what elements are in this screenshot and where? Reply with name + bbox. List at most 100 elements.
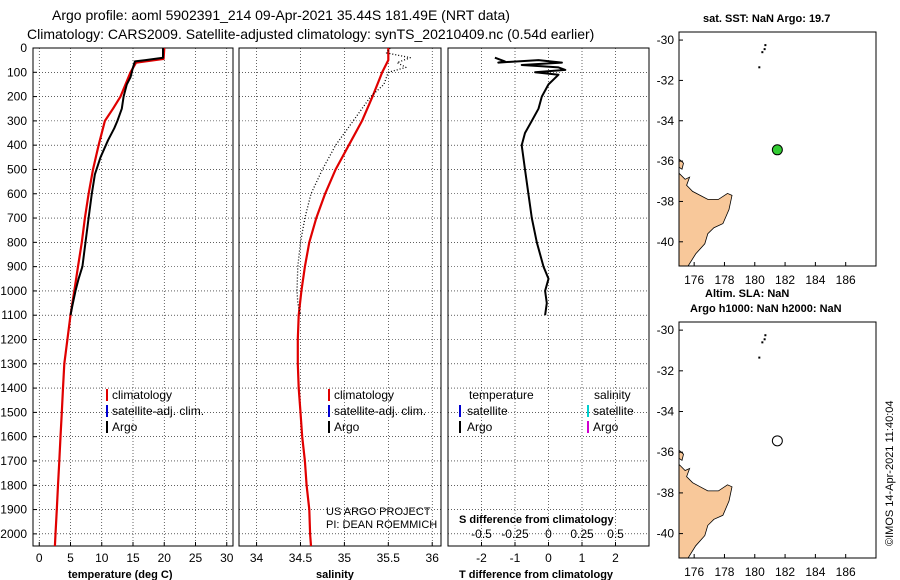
lon-tick-label: 176 bbox=[684, 273, 704, 287]
lat-tick-label: -40 bbox=[657, 527, 675, 541]
series-argo bbox=[296, 47, 411, 316]
lat-tick-label: -30 bbox=[657, 33, 675, 47]
lon-tick-label: 182 bbox=[775, 273, 795, 287]
lon-tick-label: 184 bbox=[805, 273, 825, 287]
lon-tick-label: 178 bbox=[714, 565, 734, 579]
island-dot bbox=[763, 48, 766, 51]
island-markers bbox=[758, 334, 767, 359]
series-climatology bbox=[296, 48, 390, 547]
lat-tick-label: -36 bbox=[657, 154, 675, 168]
difference-s-ticks: -0.5 -0.25 0 0.25 0.5 bbox=[471, 527, 624, 546]
land-new-zealand bbox=[678, 158, 733, 267]
x-tick-label: 25 bbox=[189, 551, 203, 565]
salinity-x-label: salinity bbox=[316, 569, 355, 580]
lon-tick-label: 184 bbox=[805, 565, 825, 579]
series-t-difference-argo- bbox=[494, 56, 567, 316]
depth-tick-label: 2000 bbox=[0, 527, 27, 541]
temperature-series bbox=[53, 47, 166, 547]
difference-x-ticks: -2 -1 0 1 2 bbox=[476, 542, 619, 565]
header-line-1: Argo profile: aoml 5902391_214 09-Apr-20… bbox=[52, 7, 510, 23]
legend-label-climatology: climatology bbox=[334, 388, 394, 402]
x-tick-label: 34.5 bbox=[289, 551, 313, 565]
temperature-x-ticks: 0 5 10 15 20 25 30 bbox=[36, 542, 234, 565]
depth-tick-label: 900 bbox=[7, 260, 27, 274]
x-tick-label: 1 bbox=[579, 551, 586, 565]
depth-ticks: 0 100 200 300 400 500 600 700 800 900 1000 1100 1200… bbox=[0, 41, 37, 541]
x-tick-label: 20 bbox=[158, 551, 172, 565]
x-tick-label: 35 bbox=[338, 551, 352, 565]
depth-tick-label: 1700 bbox=[0, 454, 27, 468]
float-position-marker bbox=[771, 144, 783, 156]
x-tick-label: 10 bbox=[95, 551, 109, 565]
x-tick-label: 2 bbox=[612, 551, 619, 565]
depth-tick-label: 1000 bbox=[0, 284, 27, 298]
series-argo bbox=[69, 48, 164, 316]
lat-tick-label: -32 bbox=[657, 364, 675, 378]
x-tick-label: 0 bbox=[545, 551, 552, 565]
lat-tick-label: -38 bbox=[657, 486, 675, 500]
sst-map-lat-ticks: -30 -32 -34 -36 -38 -40 bbox=[657, 33, 683, 249]
legend-title-temperature: temperature bbox=[469, 388, 534, 402]
s-tick-label: -0.5 bbox=[471, 527, 492, 541]
salinity-panel: 34 34.5 35 35.5 36 salinity climatology sate… bbox=[238, 47, 442, 580]
depth-tick-label: 1500 bbox=[0, 405, 27, 419]
salinity-x-ticks: 34 34.5 35 35.5 36 bbox=[250, 542, 439, 565]
difference-legend: temperature satellite Argo salinity sate… bbox=[459, 388, 634, 434]
legend-label-s-satellite: satellite bbox=[593, 404, 634, 418]
land-new-zealand bbox=[678, 449, 733, 559]
lon-tick-label: 178 bbox=[714, 273, 734, 287]
island-dot bbox=[761, 341, 764, 344]
depth-tick-label: 1600 bbox=[0, 430, 27, 444]
depth-tick-label: 400 bbox=[7, 138, 27, 152]
legend-label-t-argo: Argo bbox=[467, 420, 493, 434]
temperature-legend: climatology satellite-adj. clim. Argo bbox=[106, 388, 204, 434]
depth-tick-label: 1300 bbox=[0, 357, 27, 371]
s-tick-label: -0.25 bbox=[501, 527, 529, 541]
x-tick-label: 15 bbox=[126, 551, 140, 565]
salinity-legend: climatology satellite-adj. clim. Argo bbox=[328, 388, 426, 434]
float-position-marker bbox=[771, 435, 783, 447]
lat-tick-label: -38 bbox=[657, 194, 675, 208]
lat-tick-label: -40 bbox=[657, 235, 675, 249]
legend-label-satellite-adj: satellite-adj. clim. bbox=[334, 404, 426, 418]
s-tick-label: 0.25 bbox=[570, 527, 594, 541]
lat-tick-label: -34 bbox=[657, 114, 675, 128]
x-tick-label: 30 bbox=[220, 551, 234, 565]
depth-tick-label: 1900 bbox=[0, 503, 27, 517]
x-tick-label: 0 bbox=[36, 551, 43, 565]
legend-label-argo: Argo bbox=[334, 420, 360, 434]
lat-tick-label: -32 bbox=[657, 73, 675, 87]
project-credit: US ARGO PROJECT bbox=[326, 506, 431, 518]
depth-tick-label: 200 bbox=[7, 90, 27, 104]
x-tick-label: 36 bbox=[426, 551, 440, 565]
legend-title-salinity: salinity bbox=[594, 388, 631, 402]
lat-tick-label: -30 bbox=[657, 323, 675, 337]
depth-tick-label: 700 bbox=[7, 211, 27, 225]
height-map-title: Argo h1000: NaN h2000: NaN bbox=[690, 303, 842, 315]
temperature-x-label: temperature (deg C) bbox=[68, 569, 173, 580]
depth-tick-label: 1200 bbox=[0, 333, 27, 347]
island-dot bbox=[764, 334, 767, 337]
lon-tick-label: 186 bbox=[836, 565, 856, 579]
depth-tick-label: 500 bbox=[7, 162, 27, 176]
sst-map-lon-ticks: 176 178 180 182 184 186 bbox=[684, 262, 856, 287]
island-dot bbox=[764, 44, 767, 47]
island-dot bbox=[758, 356, 761, 359]
s-tick-label: 0.5 bbox=[607, 527, 624, 541]
depth-tick-label: 800 bbox=[7, 235, 27, 249]
coastline bbox=[678, 463, 733, 559]
temperature-grid bbox=[33, 47, 233, 546]
depth-tick-label: 1800 bbox=[0, 478, 27, 492]
salinity-grid bbox=[239, 47, 441, 546]
difference-panel: -2 -1 0 1 2 -0.5 -0.25 0 0.25 0.5 S difference f… bbox=[447, 47, 650, 580]
depth-tick-label: 100 bbox=[7, 65, 27, 79]
lon-tick-label: 180 bbox=[745, 273, 765, 287]
lon-tick-label: 186 bbox=[836, 273, 856, 287]
height-map-lon-ticks: 176 178 180 182 184 186 bbox=[684, 554, 856, 579]
sst-map-frame bbox=[678, 31, 877, 267]
sst-map-title: sat. SST: NaN Argo: 19.7 bbox=[703, 13, 830, 25]
island-dot bbox=[761, 51, 764, 54]
island-markers bbox=[758, 44, 767, 69]
sst-map-panel: sat. SST: NaN Argo: 19.7 176 178 180 182 184… bbox=[657, 13, 877, 300]
temperature-panel: 0 5 10 15 20 25 30 0 100 200 300 400 500 600 700 800 90… bbox=[0, 41, 233, 580]
